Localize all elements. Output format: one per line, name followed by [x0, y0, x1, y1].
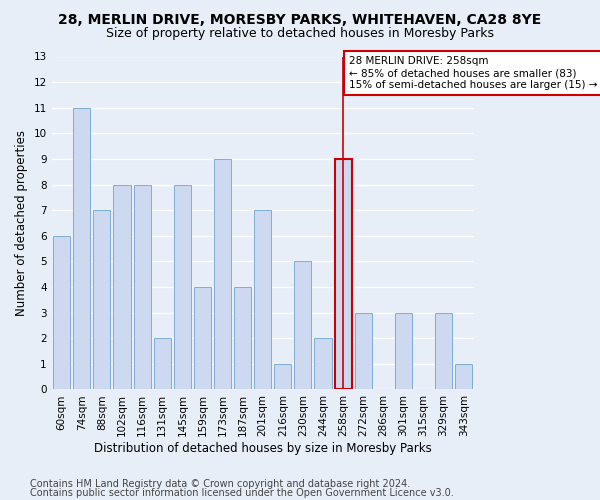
Bar: [395, 312, 412, 390]
Bar: [455, 364, 472, 390]
Text: Contains HM Land Registry data © Crown copyright and database right 2024.: Contains HM Land Registry data © Crown c…: [30, 479, 410, 489]
Text: 28, MERLIN DRIVE, MORESBY PARKS, WHITEHAVEN, CA28 8YE: 28, MERLIN DRIVE, MORESBY PARKS, WHITEHA…: [58, 12, 542, 26]
X-axis label: Distribution of detached houses by size in Moresby Parks: Distribution of detached houses by size …: [94, 442, 431, 455]
Bar: [435, 312, 452, 390]
Bar: [94, 210, 110, 390]
Bar: [314, 338, 332, 390]
Y-axis label: Number of detached properties: Number of detached properties: [15, 130, 28, 316]
Bar: [335, 159, 352, 390]
Bar: [134, 184, 151, 390]
Bar: [214, 159, 231, 390]
Bar: [73, 108, 91, 390]
Text: Contains public sector information licensed under the Open Government Licence v3: Contains public sector information licen…: [30, 488, 454, 498]
Bar: [154, 338, 171, 390]
Bar: [295, 262, 311, 390]
Text: 28 MERLIN DRIVE: 258sqm
← 85% of detached houses are smaller (83)
15% of semi-de: 28 MERLIN DRIVE: 258sqm ← 85% of detache…: [349, 56, 598, 90]
Bar: [254, 210, 271, 390]
Bar: [194, 287, 211, 390]
Bar: [355, 312, 372, 390]
Bar: [53, 236, 70, 390]
Bar: [113, 184, 131, 390]
Bar: [234, 287, 251, 390]
Bar: [174, 184, 191, 390]
Bar: [274, 364, 292, 390]
Text: Size of property relative to detached houses in Moresby Parks: Size of property relative to detached ho…: [106, 28, 494, 40]
